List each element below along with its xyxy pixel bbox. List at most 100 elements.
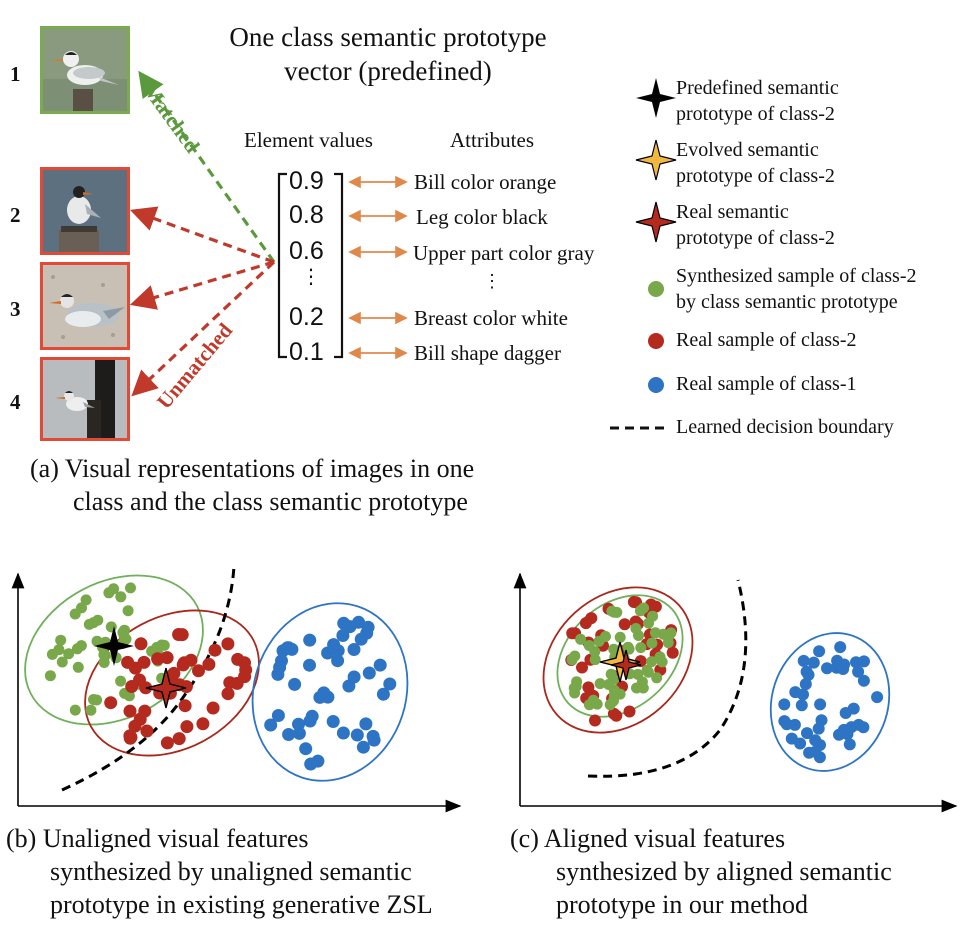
- real-sample-class1-dot: [376, 687, 390, 701]
- vector-value-0: 0.9: [289, 167, 324, 195]
- synthesized-sample-dot: [91, 635, 103, 647]
- vector-value-2: 0.6: [289, 237, 324, 265]
- real-sample-class2-dot: [134, 637, 148, 651]
- real-sample-class1-dot: [326, 715, 340, 728]
- real-sample-class2-dot: [221, 637, 235, 651]
- real-sample-class1-dot: [303, 633, 317, 647]
- caption-b-line1: (b) Unaligned visual features: [6, 824, 309, 853]
- real-sample-class2-dot: [230, 676, 244, 690]
- real-sample-class2-dot: [576, 661, 588, 674]
- legend-evolved-line2: prototype of class-2: [676, 165, 835, 187]
- vector-value-5: 0.1: [289, 338, 324, 366]
- real-sample-class1-dot: [303, 658, 316, 672]
- real-sample-class2-dot: [123, 729, 137, 743]
- legend-predefined-line1: Predefined semantic: [676, 77, 839, 99]
- synthesized-sample-dot: [633, 630, 644, 641]
- real-sample-class2-dot: [151, 652, 165, 666]
- unmatched-arrow-4: [131, 260, 276, 397]
- predefined-prototype-star-icon: [636, 78, 676, 118]
- header-element-values: Element values: [244, 128, 373, 152]
- real-sample-class1-dot: [359, 717, 373, 731]
- legend-decision-boundary: Learned decision boundary: [676, 416, 894, 438]
- synthesized-sample-dot: [603, 679, 615, 690]
- real-sample-class2-dot: [610, 709, 623, 722]
- synthesized-sample-dot: [88, 694, 99, 705]
- real-sample-class1-dot: [292, 726, 306, 740]
- evolved-prototype-star-icon: [635, 139, 677, 181]
- real-sample-class2-dot: [172, 732, 186, 746]
- real-sample-class1-dot: [821, 662, 833, 675]
- synthesized-sample-dot: [593, 635, 605, 647]
- synthesized-sample-dot: [55, 634, 67, 646]
- caption-a-line2: class and the class semantic prototype: [73, 487, 468, 516]
- synthesized-sample-dot: [649, 627, 661, 639]
- real-sample-class1-dot: [852, 665, 865, 678]
- bird-image-1: [40, 26, 130, 114]
- real-sample-class2-dot: [196, 717, 210, 731]
- real-sample-class2-dot: [192, 664, 205, 678]
- real-sample-class1-dot: [834, 641, 847, 654]
- real-class2-region-b: [84, 609, 260, 757]
- real-sample-class1-dot: [336, 726, 350, 740]
- real-sample-class1-dot: [303, 714, 317, 728]
- caption-b-line2: synthesized by unaligned semantic: [50, 857, 412, 886]
- real-sample-class1-dot: [282, 728, 296, 741]
- real-sample-class1-dot: [778, 698, 791, 711]
- synthesized-sample-dot: [71, 643, 83, 655]
- real-sample-class2-dot: [566, 627, 579, 640]
- attribute-1: Leg color black: [416, 205, 548, 229]
- synthesized-sample-dot: [635, 642, 647, 654]
- legend-synthesized-line2: by class semantic prototype: [676, 291, 898, 313]
- synthesized-sample-dot: [72, 661, 84, 673]
- real-sample-class2-dot: [589, 714, 601, 727]
- real-sample-class2-dot: [206, 701, 220, 715]
- real-sample-class1-dot: [857, 674, 870, 687]
- real-sample-class1-dot: [843, 738, 856, 751]
- synthesized-sample-dot: [569, 650, 581, 662]
- synthesized-sample-dot: [642, 666, 654, 678]
- real-sample-class2-dot: [177, 656, 191, 670]
- unaligned-feature-plot: [11, 565, 462, 813]
- attribute-3: ⋮: [483, 271, 501, 291]
- legend-predefined-line2: prototype of class-2: [676, 103, 835, 125]
- synthesized-sample-dot: [103, 587, 115, 599]
- real-prototype-star-b: [145, 667, 187, 709]
- real-sample-class1-dot: [354, 632, 368, 646]
- real-sample-class2-dot: [221, 687, 235, 701]
- real-class1-region-b: [251, 602, 409, 782]
- real-sample-class1-dot: [280, 641, 294, 655]
- prototype-title-line1: One class semantic prototype: [229, 22, 547, 52]
- real-sample-class1-dot: [857, 721, 870, 734]
- synthesized-sample-dot: [662, 631, 674, 643]
- synthesized-sample-dot: [643, 617, 655, 629]
- real-sample-class1-dot: [847, 702, 860, 715]
- synthesized-sample-dot: [125, 582, 136, 594]
- synthesized-sample-dot: [115, 675, 127, 687]
- real-sample-class1-dot: [795, 699, 808, 712]
- real-sample-class1-dot: [347, 643, 361, 656]
- real-sample-class2-dot: [178, 699, 192, 713]
- synthesized-sample-dot: [622, 641, 634, 653]
- real-sample-class1-dot: [367, 733, 381, 747]
- synthesized-sample-dot: [80, 594, 92, 606]
- real-sample-class1-dot: [780, 718, 793, 731]
- attribute-2: Upper part color gray: [413, 241, 595, 265]
- real-sample-class2-dot: [618, 618, 631, 631]
- real-sample-class1-dot: [342, 679, 356, 693]
- synthesized-sample-dot: [46, 648, 58, 660]
- real-sample-class2-dot: [138, 704, 152, 718]
- synthesized-sample-dot: [634, 605, 646, 617]
- real-sample-class1-dot: [807, 656, 820, 669]
- vector-bracket-left: [277, 172, 287, 359]
- real-sample-class1-dot: [304, 757, 318, 771]
- unmatched-arrow-2: [129, 206, 275, 264]
- real-sample-class1-dot: [789, 686, 802, 699]
- synthesized-sample-dot: [614, 631, 626, 643]
- vector-bracket-right: [334, 172, 344, 359]
- synthesized-sample-dot: [69, 704, 81, 716]
- real-sample-class2-dot: [104, 696, 118, 710]
- header-attributes: Attributes: [450, 128, 534, 152]
- real-sample-class1-dot: [858, 655, 870, 668]
- synthesized-sample-dot-icon: [648, 281, 664, 297]
- real-sample-class1-dot: [313, 690, 327, 704]
